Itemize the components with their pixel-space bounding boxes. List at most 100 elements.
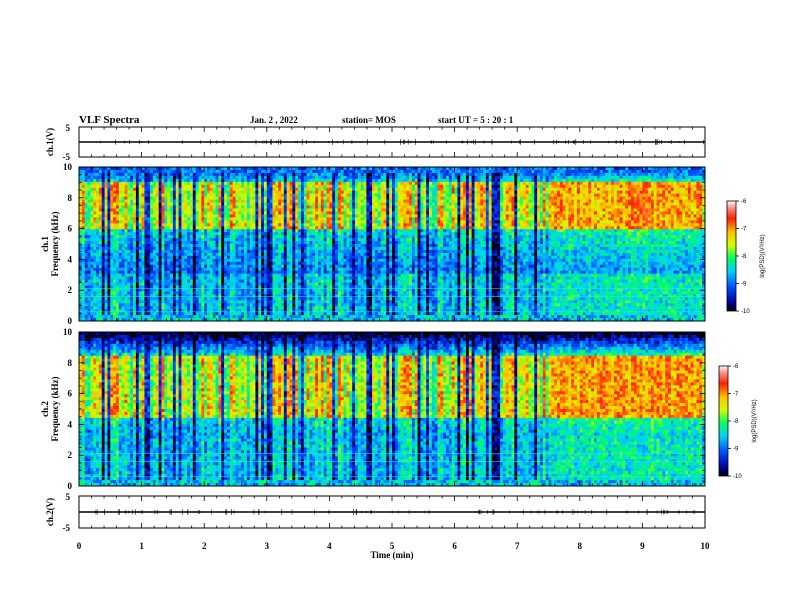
spectrogram-cell (162, 217, 165, 220)
spectrogram-cell (130, 235, 133, 238)
spectrogram-cell (329, 191, 332, 194)
spectrogram-cell (216, 265, 219, 268)
spectrogram-cell (210, 291, 213, 294)
spectrogram-cell (90, 247, 93, 250)
spectrogram-cell (201, 253, 204, 256)
spectrogram-cell (82, 274, 85, 277)
spectrogram-cell (290, 232, 293, 235)
spectrogram-cell (199, 303, 202, 306)
spectrogram-cell (318, 277, 321, 280)
spectrogram-cell (88, 283, 91, 286)
spectrogram-cell (233, 229, 236, 232)
spectrogram-cell (199, 241, 202, 244)
spectrogram-cell (255, 206, 258, 209)
spectrogram-cell (250, 250, 253, 253)
spectrogram-cell (307, 265, 310, 268)
spectrogram-cell (96, 173, 99, 176)
spectrogram-cell (261, 188, 264, 191)
spectrogram-cell (107, 291, 110, 294)
spectrogram-cell (201, 247, 204, 250)
spectrogram-cell (287, 244, 290, 247)
spectrogram-cell (176, 182, 179, 185)
spectrogram-cell (199, 315, 202, 318)
spectrogram-cell (221, 300, 224, 303)
spectrogram-cell (207, 167, 210, 170)
spectrogram-cell (284, 217, 287, 220)
spectrogram-cell (184, 312, 187, 315)
spectrogram-cell (125, 167, 128, 170)
spectrogram-cell (255, 203, 258, 206)
spectrogram-cell (156, 241, 159, 244)
spectrogram-cell (119, 283, 122, 286)
spectrogram-cell (292, 191, 295, 194)
spectrogram-cell (170, 306, 173, 309)
spectrogram-cell (173, 200, 176, 203)
spectrogram-cell (233, 280, 236, 283)
spectrogram-cell (184, 220, 187, 223)
spectrogram-cell (88, 214, 91, 217)
spectrogram-cell (287, 312, 290, 315)
spectrogram-cell (275, 303, 278, 306)
spectrogram-cell (304, 262, 307, 265)
spectrogram-cell (85, 259, 88, 262)
spectrogram-cell (173, 173, 176, 176)
spectrogram-cell (93, 265, 96, 268)
spectrogram-cell (150, 211, 153, 214)
spectrogram-cell (292, 250, 295, 253)
spectrogram-cell (290, 268, 293, 271)
spectrogram-cell (147, 265, 150, 268)
spectrogram-cell (307, 176, 310, 179)
spectrogram-cell (90, 303, 93, 306)
spectrogram-cell (122, 214, 125, 217)
spectrogram-cell (127, 173, 130, 176)
spectrogram-cell (130, 229, 133, 232)
spectrogram-cell (130, 300, 133, 303)
spectrogram-cell (199, 203, 202, 206)
spectrogram-cell (329, 271, 332, 274)
spectrogram-cell (213, 214, 216, 217)
spectrogram-cell (270, 315, 273, 318)
spectrogram-cell (162, 268, 165, 271)
spectrogram-cell (156, 265, 159, 268)
spectrogram-cell (338, 241, 341, 244)
spectrogram-cell (298, 262, 301, 265)
spectrogram-cell (236, 185, 239, 188)
spectrogram-cell (139, 312, 142, 315)
spectrogram-cell (292, 235, 295, 238)
spectrogram-cell (201, 191, 204, 194)
spectrogram-cell (224, 256, 227, 259)
spectrogram-cell (230, 253, 233, 256)
spectrogram-cell (167, 182, 170, 185)
spectrogram-cell (236, 300, 239, 303)
spectrogram-cell (119, 191, 122, 194)
spectrogram-cell (88, 291, 91, 294)
spectrogram-cell (238, 277, 241, 280)
spectrogram-cell (147, 297, 150, 300)
spectrogram-cell (170, 315, 173, 318)
spectrogram-cell (133, 191, 136, 194)
spectrogram-cell (176, 173, 179, 176)
spectrogram-cell (93, 297, 96, 300)
spectrogram-cell (253, 262, 256, 265)
spectrogram-cell (116, 262, 119, 265)
spectrogram-cell (227, 182, 230, 185)
spectrogram-cell (295, 244, 298, 247)
spectrogram-cell (156, 167, 159, 170)
spectrogram-cell (213, 194, 216, 197)
spectrogram-cell (193, 256, 196, 259)
spectrogram-cell (156, 208, 159, 211)
spectrogram-cell (287, 238, 290, 241)
spectrogram-cell (238, 232, 241, 235)
spectrogram-cell (96, 194, 99, 197)
spectrogram-cell (144, 235, 147, 238)
spectrogram-cell (216, 306, 219, 309)
spectrogram-cell (93, 250, 96, 253)
spectrogram-cell (324, 291, 327, 294)
spectrogram-cell (329, 167, 332, 170)
spectrogram-cell (213, 203, 216, 206)
spectrogram-cell (199, 262, 202, 265)
spectrogram-cell (176, 211, 179, 214)
spectrogram-cell (250, 265, 253, 268)
spectrogram-cell (93, 214, 96, 217)
spectrogram-cell (164, 280, 167, 283)
